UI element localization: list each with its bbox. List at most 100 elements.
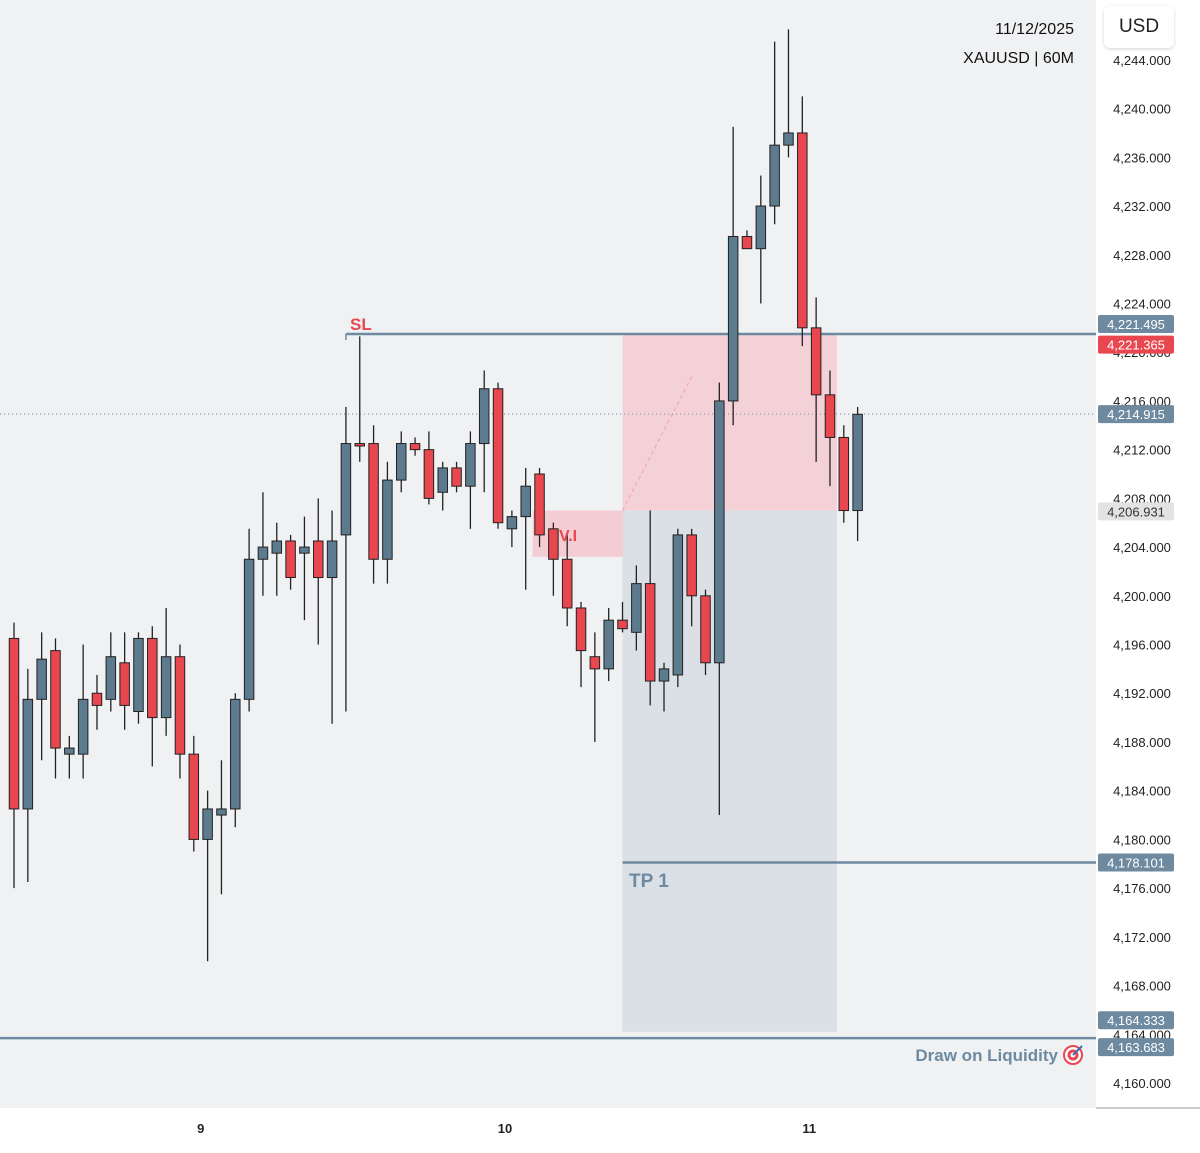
candle[interactable] xyxy=(257,492,269,596)
candle[interactable] xyxy=(824,370,836,487)
price-tick-label: 4,180.000 xyxy=(1113,832,1171,847)
candle[interactable] xyxy=(686,528,697,627)
price-badge-text: 4,163.683 xyxy=(1107,1040,1165,1055)
candle-body xyxy=(174,656,186,755)
price-badge-blue: 4,221.495 xyxy=(1098,314,1174,333)
candle[interactable] xyxy=(243,528,255,712)
candle[interactable] xyxy=(617,601,628,633)
candle-body xyxy=(631,583,642,633)
candle[interactable] xyxy=(36,632,47,761)
currency-button[interactable]: USD xyxy=(1104,6,1174,48)
candle[interactable] xyxy=(147,626,158,767)
candle[interactable] xyxy=(299,516,310,621)
candle[interactable] xyxy=(354,336,365,462)
price-badge-red: 4,221.365 xyxy=(1098,335,1174,354)
chart-date: 11/12/2025 xyxy=(995,21,1074,38)
price-tick-label: 4,172.000 xyxy=(1113,930,1171,945)
candle[interactable] xyxy=(423,431,435,505)
price-badge-box xyxy=(1098,1011,1174,1030)
candle[interactable] xyxy=(285,534,296,590)
candle[interactable] xyxy=(755,175,767,304)
candle[interactable] xyxy=(368,425,379,584)
candle[interactable] xyxy=(216,760,227,895)
price-badge-text: 4,178.101 xyxy=(1107,856,1165,871)
candle-body xyxy=(202,808,213,840)
candle[interactable] xyxy=(534,467,545,548)
candle[interactable] xyxy=(230,693,241,828)
candle[interactable] xyxy=(465,431,476,529)
candle-body xyxy=(257,546,269,560)
candle[interactable] xyxy=(174,644,186,779)
candle-body xyxy=(133,637,144,713)
candle-body xyxy=(672,534,684,676)
candle[interactable] xyxy=(769,41,780,225)
candle[interactable] xyxy=(409,437,421,456)
candle-body xyxy=(423,449,435,499)
candle[interactable] xyxy=(313,498,324,645)
candle[interactable] xyxy=(575,601,587,688)
candle[interactable] xyxy=(492,382,504,529)
candle[interactable] xyxy=(395,431,407,493)
candle[interactable] xyxy=(852,407,863,541)
candle-body xyxy=(617,619,628,630)
candle[interactable] xyxy=(133,632,144,724)
candle-body xyxy=(313,540,324,579)
candle[interactable] xyxy=(8,622,20,889)
candle[interactable] xyxy=(119,632,130,730)
candle[interactable] xyxy=(50,638,61,779)
candle[interactable] xyxy=(340,407,352,712)
candle[interactable] xyxy=(548,522,559,596)
candle[interactable] xyxy=(77,644,89,779)
candle[interactable] xyxy=(437,461,448,511)
candle[interactable] xyxy=(797,96,808,347)
candle[interactable] xyxy=(838,425,850,523)
candle-body xyxy=(368,443,379,560)
candle[interactable] xyxy=(382,461,393,584)
candle[interactable] xyxy=(506,510,518,548)
target-icon xyxy=(1063,1045,1083,1065)
plot-background xyxy=(0,0,1096,1148)
candle[interactable] xyxy=(589,632,601,742)
candle[interactable] xyxy=(644,510,656,706)
candle[interactable] xyxy=(672,528,684,688)
candle-body xyxy=(575,607,587,652)
candle[interactable] xyxy=(478,370,490,493)
candle[interactable] xyxy=(202,790,213,962)
candle[interactable] xyxy=(105,632,117,712)
candle[interactable] xyxy=(451,461,462,493)
candle[interactable] xyxy=(188,735,200,852)
candle[interactable] xyxy=(727,126,739,426)
candle-body xyxy=(700,595,711,664)
candle-body xyxy=(492,388,504,524)
time-tick-label: 10 xyxy=(498,1121,512,1136)
price-badge-box xyxy=(1098,314,1174,333)
candle[interactable] xyxy=(714,382,725,816)
candle-body xyxy=(147,637,158,719)
candle[interactable] xyxy=(561,534,573,627)
candle[interactable] xyxy=(91,674,103,730)
candle[interactable] xyxy=(603,607,614,682)
candle[interactable] xyxy=(326,510,338,724)
candle[interactable] xyxy=(658,662,670,712)
candle-body xyxy=(810,327,822,396)
candle[interactable] xyxy=(22,668,34,883)
price-axis-background xyxy=(1096,0,1200,1148)
candle-body xyxy=(824,394,836,438)
candle[interactable] xyxy=(64,735,75,779)
candle[interactable] xyxy=(271,522,283,596)
candle[interactable] xyxy=(810,297,822,462)
candle[interactable] xyxy=(631,565,642,651)
candle[interactable] xyxy=(700,589,711,675)
candle-body xyxy=(230,698,241,810)
price-badge-text: 4,214.915 xyxy=(1107,407,1165,422)
candle[interactable] xyxy=(783,29,794,158)
candle-body xyxy=(451,467,462,487)
price-badge-gray: 4,206.931 xyxy=(1098,502,1174,521)
sl-label: SL xyxy=(350,315,372,334)
candle[interactable] xyxy=(160,607,172,736)
candle[interactable] xyxy=(741,230,753,250)
candle[interactable] xyxy=(520,467,531,590)
price-badge-box xyxy=(1098,502,1174,521)
